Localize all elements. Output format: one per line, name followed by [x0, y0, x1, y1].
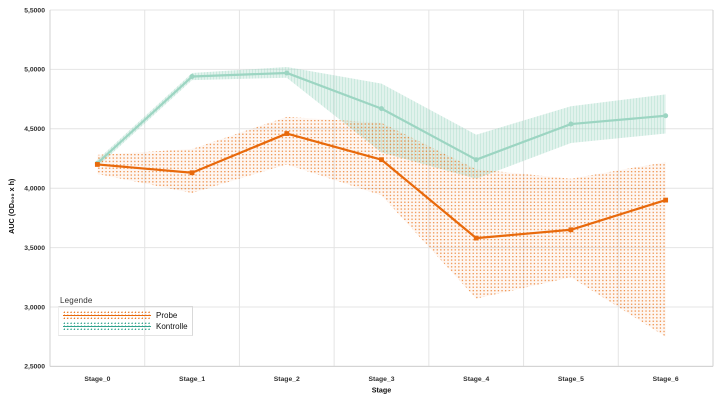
- svg-text:5,5000: 5,5000: [24, 7, 45, 14]
- probe-marker: [94, 162, 100, 167]
- kontrolle-marker: [663, 113, 669, 119]
- kontrolle-marker: [568, 121, 574, 127]
- svg-text:Stage_6: Stage_6: [653, 376, 679, 383]
- probe-marker: [663, 197, 669, 203]
- legend-item-kontrolle: Kontrolle: [63, 321, 188, 332]
- svg-text:Stage_2: Stage_2: [274, 376, 300, 383]
- chart-legend: Legende Probe Kontrolle: [58, 296, 193, 336]
- y-axis-title: AUC (OD₆₀₀ x h): [7, 178, 16, 234]
- svg-text:4,5000: 4,5000: [24, 126, 45, 133]
- probe-marker: [379, 157, 384, 163]
- svg-text:Stage_5: Stage_5: [558, 376, 584, 383]
- x-axis-title: Stage: [372, 386, 392, 395]
- svg-text:Stage_0: Stage_0: [84, 376, 110, 383]
- probe-marker: [189, 170, 195, 176]
- x-axis-ticks: Stage_0 Stage_1 Stage_2 Stage_3 Stage_4 Stage…: [84, 376, 679, 383]
- probe-marker: [284, 131, 290, 136]
- kontrolle-swatch-icon: [63, 322, 151, 331]
- probe-marker: [473, 235, 479, 241]
- legend-title: Legende: [60, 296, 93, 305]
- kontrolle-band: [97, 67, 666, 179]
- probe-swatch-icon: [63, 311, 151, 320]
- svg-text:3,0000: 3,0000: [24, 304, 45, 311]
- legend-label-probe: Probe: [156, 311, 178, 320]
- probe-marker: [568, 227, 574, 233]
- y-axis-ticks: 5,5000 5,0000 4,5000 4,0000 3,5000 3,0000 2,50…: [24, 7, 45, 370]
- svg-text:Stage_1: Stage_1: [179, 376, 205, 383]
- legend-label-kontrolle: Kontrolle: [156, 322, 188, 331]
- svg-text:4,0000: 4,0000: [24, 186, 45, 193]
- kontrolle-marker: [379, 106, 384, 112]
- kontrolle-marker: [284, 70, 290, 76]
- kontrolle-marker: [189, 74, 195, 80]
- legend-item-probe: Probe: [63, 310, 188, 321]
- svg-text:Stage_3: Stage_3: [368, 376, 394, 383]
- svg-text:2,5000: 2,5000: [24, 364, 45, 371]
- svg-text:3,5000: 3,5000: [24, 245, 45, 252]
- svg-text:5,0000: 5,0000: [24, 67, 45, 74]
- legend-box: Probe Kontrolle: [58, 306, 193, 336]
- kontrolle-marker: [473, 157, 479, 163]
- probe-band: [97, 116, 666, 337]
- svg-text:Stage_4: Stage_4: [463, 376, 489, 383]
